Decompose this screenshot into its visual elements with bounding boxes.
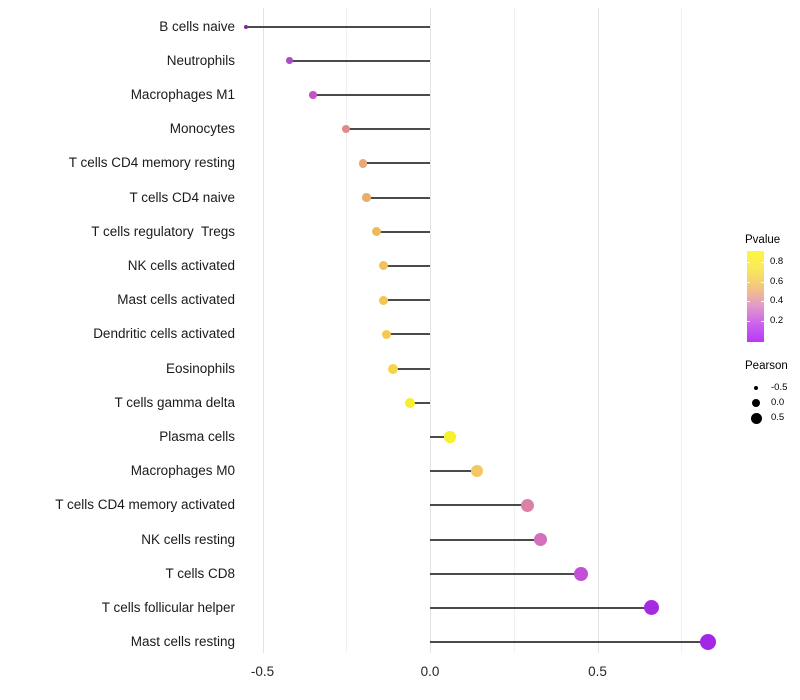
lollipop-stem: [383, 264, 430, 267]
lollipop-stem: [383, 299, 430, 302]
category-label: Macrophages M0: [130, 463, 235, 479]
category-label: T cells CD4 memory activated: [55, 497, 235, 513]
category-label: Neutrophils: [166, 52, 235, 68]
pvalue-gradient-bar: [747, 251, 764, 342]
pearson-legend-title: Pearson: [745, 360, 788, 372]
pearson-legend-label: -0.5: [771, 382, 788, 393]
lollipop-dot: [573, 566, 588, 581]
category-label: T cells CD4 naive: [129, 189, 235, 205]
pearson-legend-dot: [754, 386, 758, 390]
x-gridline-major: [430, 8, 431, 653]
pvalue-tickmark: [747, 301, 750, 303]
lollipop-stem: [430, 606, 652, 609]
category-label: NK cells resting: [141, 531, 235, 547]
lollipop-dot: [286, 57, 293, 64]
x-gridline-minor: [681, 8, 683, 653]
lollipop-stem: [430, 470, 477, 473]
lollipop-dot: [470, 464, 484, 478]
x-gridline-minor: [346, 8, 348, 653]
pvalue-tick-label: 0.8: [770, 256, 784, 267]
category-label: NK cells activated: [127, 257, 235, 273]
lollipop-dot: [520, 498, 534, 512]
pvalue-tickmark: [761, 301, 764, 303]
lollipop-dot: [243, 24, 248, 29]
category-label: Mast cells activated: [117, 292, 235, 308]
pvalue-tickmark: [761, 281, 764, 283]
lollipop-stem: [312, 93, 430, 96]
lollipop-stem: [430, 572, 581, 575]
lollipop-stem: [409, 401, 430, 404]
x-tick-label: 0.5: [588, 664, 607, 679]
lollipop-dot: [643, 600, 659, 616]
x-gridline-major: [262, 8, 264, 653]
pearson-legend-dot: [750, 412, 762, 424]
lollipop-stem: [430, 435, 451, 438]
x-gridline-major: [597, 8, 599, 653]
lollipop-dot: [378, 261, 388, 271]
lollipop-dot: [444, 431, 456, 443]
pvalue-tickmark: [747, 262, 750, 263]
lollipop-dot: [404, 397, 415, 408]
x-tick-label: 0.0: [420, 664, 440, 679]
category-label: T cells CD8: [165, 565, 235, 581]
pvalue-tick-label: 0.6: [770, 275, 784, 287]
category-label: Mast cells resting: [130, 634, 235, 650]
lollipop-dot: [534, 533, 548, 546]
pvalue-tickmark: [747, 281, 750, 283]
pvalue-tick-label: 0.2: [770, 315, 784, 327]
lollipop-dot: [699, 633, 717, 651]
x-tick-label: -0.5: [250, 664, 275, 679]
category-label: T cells CD4 memory resting: [68, 155, 235, 171]
lollipop-stem: [363, 162, 430, 165]
lollipop-dot: [381, 329, 392, 340]
lollipop-dot: [362, 193, 371, 202]
category-label: T cells follicular helper: [101, 599, 235, 615]
category-label: B cells naive: [159, 18, 235, 34]
category-label: Eosinophils: [165, 360, 235, 376]
x-gridline-minor: [513, 8, 515, 653]
lollipop-stem: [430, 641, 709, 644]
lollipop-stem: [289, 59, 430, 62]
category-label: Dendritic cells activated: [93, 326, 235, 342]
lollipop-dot: [388, 363, 399, 374]
category-label: Monocytes: [169, 121, 235, 137]
lollipop-dot: [342, 125, 351, 134]
lollipop-stem: [346, 128, 430, 131]
pvalue-tickmark: [761, 262, 764, 263]
pvalue-tick-label: 0.4: [770, 295, 784, 307]
pvalue-legend-title: Pvalue: [745, 234, 781, 246]
pvalue-tickmark: [747, 321, 750, 323]
category-label: Plasma cells: [159, 428, 235, 444]
lollipop-stem: [366, 196, 430, 199]
pvalue-tickmark: [761, 321, 764, 323]
lollipop-stem: [386, 333, 430, 336]
lollipop-stem: [430, 504, 528, 507]
category-label: Macrophages M1: [130, 86, 235, 102]
lollipop-dot: [358, 159, 368, 168]
lollipop-stem: [376, 230, 430, 233]
lollipop-dot: [371, 227, 381, 237]
pearson-legend-label: 0.0: [771, 397, 785, 408]
lollipop-dot: [378, 295, 388, 305]
pearson-legend-dot: [751, 398, 761, 408]
category-label: T cells regulatory Tregs: [91, 223, 235, 239]
lollipop-stem: [430, 538, 541, 541]
lollipop-stem: [245, 25, 430, 28]
category-label: T cells gamma delta: [114, 394, 235, 410]
lollipop-stem: [393, 367, 430, 370]
lollipop-dot: [309, 91, 317, 99]
pearson-legend-label: 0.5: [771, 412, 785, 423]
